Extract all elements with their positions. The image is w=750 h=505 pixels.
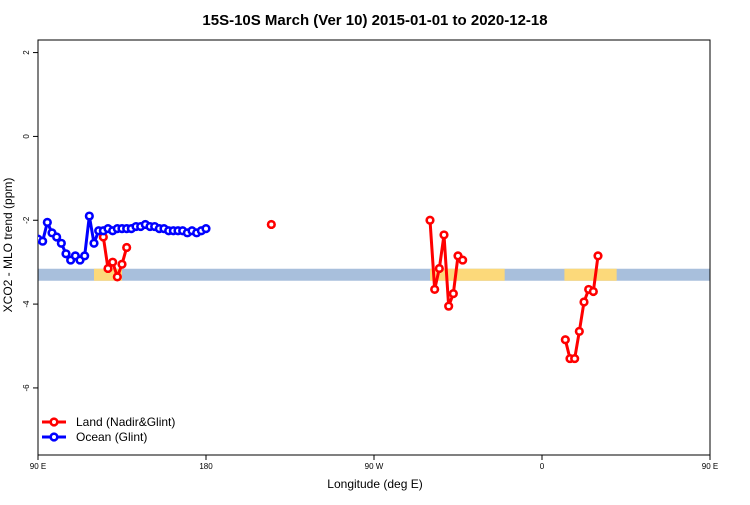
data-point — [89, 238, 99, 248]
data-point — [38, 236, 48, 246]
legend-label: Ocean (Glint) — [76, 430, 147, 444]
data-point — [266, 219, 276, 230]
data-point — [570, 353, 580, 364]
data-point — [588, 286, 598, 297]
series-1 — [38, 211, 211, 265]
legend-label: Land (Nadir&Glint) — [76, 415, 175, 429]
land-band-2 — [564, 268, 617, 281]
data-point — [458, 255, 468, 265]
y-tick-label: -4 — [22, 300, 31, 308]
x-tick-label: 0 — [540, 462, 545, 471]
data-point — [80, 251, 90, 261]
legend: Land (Nadir&Glint)Ocean (Glint) — [42, 415, 175, 444]
data-point — [52, 232, 62, 242]
data-point — [56, 238, 66, 248]
data-point — [117, 259, 127, 269]
data-point — [430, 284, 440, 295]
x-tick-label: 90 W — [365, 462, 384, 471]
plot-frame — [37, 39, 711, 456]
data-point — [579, 297, 589, 307]
data-point — [439, 230, 449, 240]
series-layer — [38, 211, 603, 364]
y-axis-label: XCO2 - MLO trend (ppm) — [1, 178, 15, 313]
data-point — [112, 272, 122, 282]
data-point — [42, 217, 52, 227]
data-point — [61, 249, 71, 259]
data-point — [593, 251, 603, 261]
land-band-1 — [430, 268, 505, 281]
x-axis-label: Longitude (deg E) — [327, 477, 422, 491]
data-point — [84, 211, 94, 221]
data-point — [574, 326, 584, 336]
plot-area: 90 E 180 90 W 0 90 E 2 0 -2 -4 -6 — [22, 39, 718, 471]
data-point — [103, 263, 113, 274]
chart-title: 15S-10S March (Ver 10) 2015-01-01 to 202… — [202, 12, 547, 29]
x-tick-label: 90 E — [30, 462, 46, 471]
x-tick-label: 90 E — [702, 462, 718, 471]
x-tick-label: 180 — [199, 462, 213, 471]
legend-marker — [49, 417, 59, 427]
data-point — [122, 242, 132, 253]
data-point — [108, 257, 118, 267]
data-point — [560, 335, 570, 345]
ocean-band — [38, 268, 710, 281]
data-point — [201, 224, 211, 234]
data-point — [425, 215, 435, 225]
data-point — [434, 263, 444, 274]
legend-marker — [49, 432, 59, 442]
y-tick-label: 2 — [22, 50, 31, 55]
y-tick-label: -6 — [22, 384, 31, 392]
data-point — [444, 301, 454, 311]
data-point — [448, 289, 458, 299]
y-tick-label: -2 — [22, 216, 31, 224]
y-tick-label: 0 — [22, 134, 31, 139]
series-0 — [98, 215, 603, 364]
